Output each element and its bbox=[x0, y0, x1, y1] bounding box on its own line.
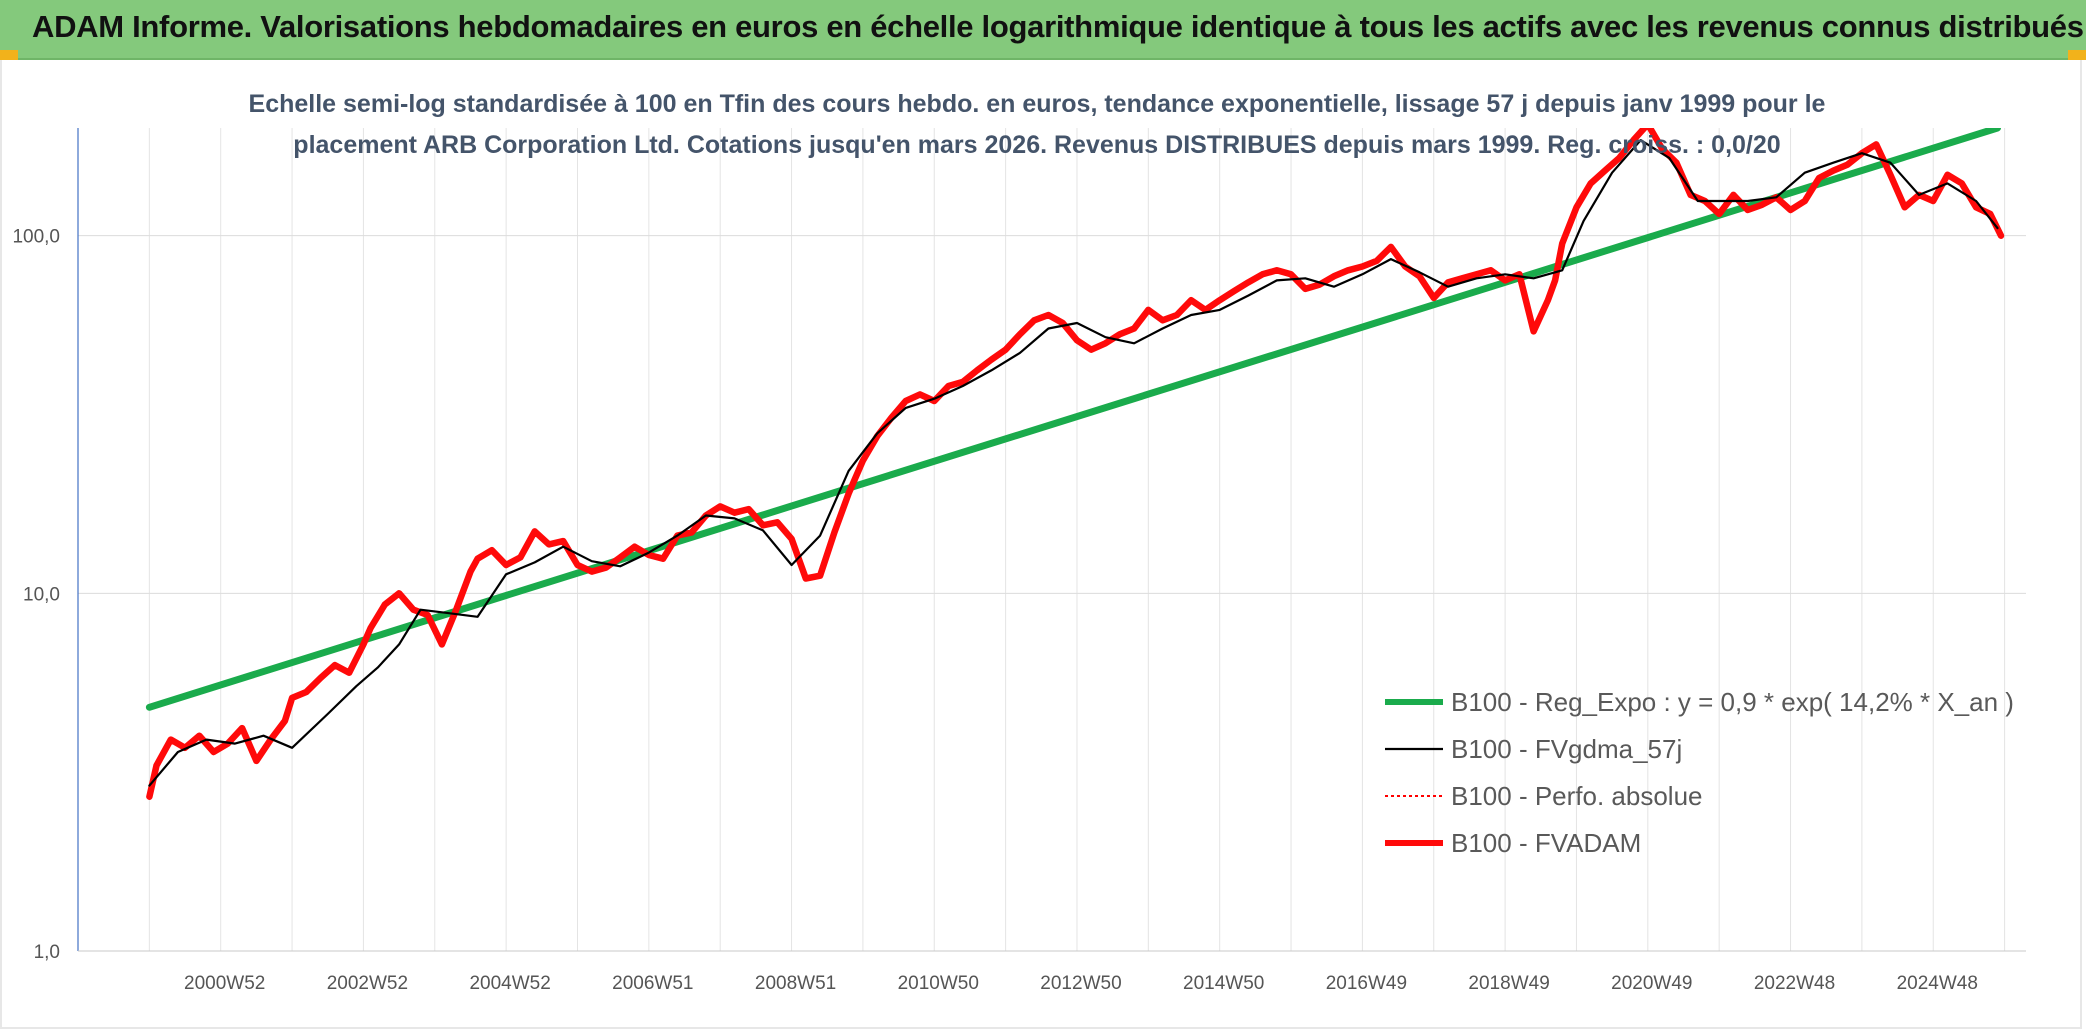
legend: B100 - Reg_Expo : y = 0,9 * exp( 14,2% *… bbox=[1385, 687, 2014, 858]
x-tick-label: 2000W52 bbox=[184, 973, 265, 994]
x-tick-label: 2024W48 bbox=[1897, 973, 1978, 994]
grid bbox=[78, 128, 2026, 952]
y-tick-label: 10,0 bbox=[23, 584, 60, 605]
corner-accent-right bbox=[2068, 50, 2086, 60]
header-title: ADAM Informe. Valorisations hebdomadaire… bbox=[32, 9, 2084, 44]
x-tick-label: 2004W52 bbox=[469, 973, 550, 994]
header-bar: ADAM Informe. Valorisations hebdomadaire… bbox=[0, 0, 2086, 60]
axes: 1,0 10,0 100,0 2000W52 2002W52 2004W52 2006W51… bbox=[12, 128, 2026, 994]
y-tick-label: 100,0 bbox=[12, 227, 60, 248]
subtitle-line-1: Echelle semi-log standardisée à 100 en T… bbox=[249, 90, 1826, 118]
x-tick-label: 2006W51 bbox=[612, 973, 693, 994]
x-tick-label: 2012W50 bbox=[1040, 973, 1121, 994]
x-tick-label: 2002W52 bbox=[327, 973, 408, 994]
x-tick-label: 2020W49 bbox=[1611, 973, 1692, 994]
subtitle-line-2: placement ARB Corporation Ltd. Cotations… bbox=[293, 131, 1780, 159]
x-tick-label: 2016W49 bbox=[1326, 973, 1407, 994]
x-tick-label: 2018W49 bbox=[1468, 973, 1549, 994]
corner-accent-left bbox=[0, 50, 18, 60]
plot-border bbox=[0, 60, 2082, 1029]
legend-label-perfo: B100 - Perfo. absolue bbox=[1451, 781, 1703, 811]
x-tick-label: 2008W51 bbox=[755, 973, 836, 994]
legend-label-regression: B100 - Reg_Expo : y = 0,9 * exp( 14,2% *… bbox=[1451, 687, 2014, 717]
x-tick-label: 2010W50 bbox=[898, 973, 979, 994]
x-tick-label: 2014W50 bbox=[1183, 973, 1264, 994]
series-line-fvgdma bbox=[148, 139, 1999, 787]
chart-subtitle: Echelle semi-log standardisée à 100 en T… bbox=[249, 90, 1826, 159]
x-tick-label: 2022W48 bbox=[1754, 973, 1835, 994]
y-tick-label: 1,0 bbox=[34, 942, 60, 963]
series-line-fvadam bbox=[146, 128, 2005, 800]
legend-label-fvgdma: B100 - FVgdma_57j bbox=[1451, 734, 1682, 764]
legend-label-fvadam: B100 - FVADAM bbox=[1451, 828, 1641, 858]
series-layer bbox=[145, 128, 2005, 800]
